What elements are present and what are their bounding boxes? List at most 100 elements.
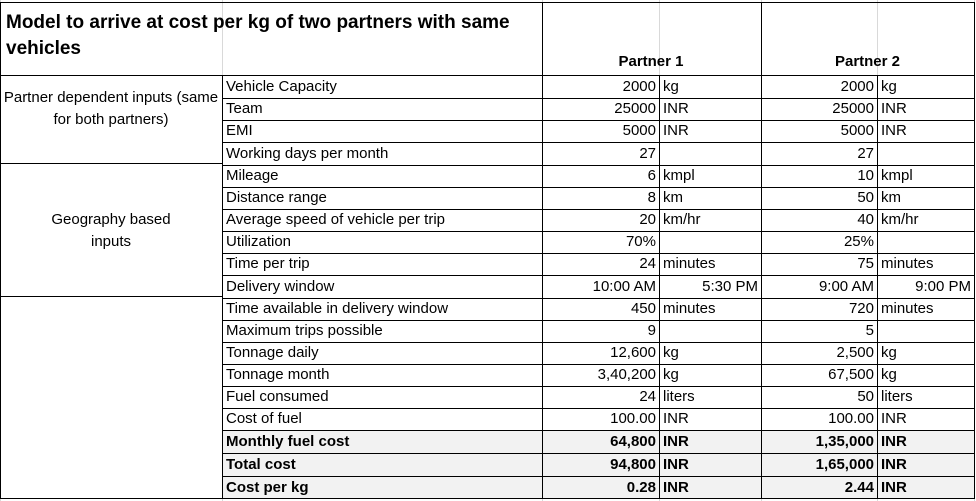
partner-2-value[interactable]: 25000 (832, 100, 874, 117)
partner-1-value[interactable]: 450 (630, 300, 656, 317)
partner-2-unit[interactable]: minutes (881, 255, 934, 272)
partner-2-value[interactable]: 100.00 (828, 410, 874, 427)
row-label[interactable]: Mileage (226, 167, 279, 184)
partner-1-value[interactable]: 12,600 (610, 344, 656, 361)
partner-2-header[interactable]: Partner 2 (834, 53, 901, 70)
partner-2-unit[interactable] (878, 231, 974, 253)
partner-2-unit[interactable] (878, 320, 974, 342)
partner-2-value[interactable]: 5 (865, 322, 874, 339)
row-label[interactable]: Delivery window (226, 278, 335, 295)
partner-1-value[interactable]: 5000 (622, 122, 656, 139)
partner-2-unit[interactable]: 9:00 PM (915, 278, 971, 295)
partner-1-value[interactable]: 10:00 AM (592, 278, 656, 295)
partner-1-unit[interactable] (660, 142, 761, 165)
partner-1-value[interactable]: 24 (639, 388, 656, 405)
partner-1-value[interactable]: 27 (639, 145, 656, 162)
partner-1-value[interactable]: 94,800 (610, 456, 656, 473)
partner-2-value[interactable]: 25% (843, 233, 874, 250)
partner-1-value[interactable]: 64,800 (610, 433, 656, 450)
partner-2-unit[interactable]: minutes (881, 300, 934, 317)
partner-2-unit[interactable]: INR (881, 122, 907, 139)
partner-2-value[interactable]: 1,65,000 (815, 456, 874, 473)
partner-1-unit[interactable]: INR (663, 479, 689, 496)
partner-2-unit[interactable]: kg (881, 366, 897, 383)
partner-1-value[interactable]: 0.28 (626, 479, 656, 496)
row-label[interactable]: Distance range (226, 189, 327, 206)
row-label[interactable]: Cost per kg (226, 479, 309, 496)
row-label[interactable]: Tonnage month (226, 366, 330, 383)
partner-1-value[interactable]: 100.00 (610, 410, 656, 427)
partner-2-unit[interactable]: INR (881, 479, 907, 496)
partner-2-unit[interactable]: kmpl (881, 167, 913, 184)
partner-1-unit[interactable]: INR (663, 410, 689, 427)
partner-2-value[interactable]: 50 (857, 388, 874, 405)
partner-1-unit[interactable]: INR (663, 456, 689, 473)
row-label[interactable]: Total cost (226, 456, 296, 473)
partner-1-unit[interactable]: km/hr (663, 211, 701, 228)
partner-2-unit[interactable] (878, 142, 974, 165)
partner-2-unit[interactable]: INR (881, 433, 907, 450)
partner-2-unit[interactable]: INR (881, 410, 907, 427)
partner-2-value[interactable]: 10 (857, 167, 874, 184)
partner-1-unit[interactable]: INR (663, 100, 689, 117)
row-label[interactable]: Team (226, 100, 263, 117)
partner-1-value[interactable]: 3,40,200 (597, 366, 656, 383)
row-label[interactable]: Time per trip (226, 255, 310, 272)
partner-1-value[interactable]: 70% (625, 233, 656, 250)
row-label[interactable]: Tonnage daily (226, 344, 319, 361)
row-label[interactable]: Time available in delivery window (226, 300, 449, 317)
group-geography[interactable]: Geography based inputs (51, 211, 171, 250)
partner-2-value[interactable]: 2,500 (836, 344, 874, 361)
partner-2-unit[interactable]: liters (881, 388, 913, 405)
partner-1-unit[interactable]: kg (663, 366, 679, 383)
partner-1-unit[interactable]: liters (663, 388, 695, 405)
partner-2-unit[interactable]: km (881, 189, 901, 206)
partner-1-unit[interactable]: kmpl (663, 167, 695, 184)
row-label[interactable]: Utilization (226, 233, 292, 250)
partner-1-unit[interactable]: INR (663, 433, 689, 450)
partner-2-value[interactable]: 9:00 AM (818, 278, 874, 295)
partner-1-header[interactable]: Partner 1 (618, 53, 684, 70)
partner-1-value[interactable]: 24 (639, 255, 656, 272)
partner-1-unit[interactable]: minutes (663, 300, 716, 317)
row-label[interactable]: Fuel consumed (226, 388, 329, 405)
partner-2-value[interactable]: 720 (848, 300, 874, 317)
partner-2-value[interactable]: 5000 (840, 122, 874, 139)
partner-2-value[interactable]: 75 (857, 255, 874, 272)
partner-2-value[interactable]: 40 (857, 211, 874, 228)
partner-2-unit[interactable]: kg (881, 78, 897, 95)
row-label[interactable]: Vehicle Capacity (226, 78, 337, 95)
partner-2-unit[interactable]: km/hr (881, 211, 919, 228)
row-label[interactable]: Average speed of vehicle per trip (226, 211, 446, 228)
partner-1-unit[interactable]: 5:30 PM (702, 278, 758, 295)
partner-1-unit[interactable] (660, 320, 761, 342)
partner-2-value[interactable]: 27 (857, 145, 874, 162)
partner-1-value[interactable]: 2000 (622, 78, 656, 95)
row-label[interactable]: EMI (226, 122, 253, 139)
partner-2-value[interactable]: 2000 (840, 78, 874, 95)
partner-1-unit[interactable]: km (663, 189, 683, 206)
partner-1-unit[interactable]: INR (663, 122, 689, 139)
row-label[interactable]: Maximum trips possible (226, 322, 383, 339)
partner-1-value[interactable]: 6 (647, 167, 656, 184)
group-partner-dependent[interactable]: Partner dependent inputs (same for both … (3, 89, 219, 128)
partner-1-value[interactable]: 20 (639, 211, 656, 228)
partner-2-unit[interactable]: INR (881, 100, 907, 117)
partner-2-value[interactable]: 67,500 (828, 366, 874, 383)
partner-1-value[interactable]: 8 (647, 189, 656, 206)
partner-2-unit[interactable]: INR (881, 456, 907, 473)
partner-2-value[interactable]: 2.44 (844, 479, 874, 496)
partner-2-value[interactable]: 1,35,000 (815, 433, 874, 450)
partner-2-value[interactable]: 50 (857, 189, 874, 206)
partner-1-unit[interactable]: minutes (663, 255, 716, 272)
partner-1-unit[interactable] (660, 231, 761, 253)
partner-1-value[interactable]: 9 (647, 322, 656, 339)
row-label[interactable]: Cost of fuel (226, 410, 302, 427)
row-label[interactable]: Working days per month (226, 145, 389, 162)
partner-1-unit[interactable]: kg (663, 344, 679, 361)
row-label[interactable]: Monthly fuel cost (226, 433, 350, 450)
sheet-title[interactable]: Model to arrive at cost per kg of two pa… (6, 12, 510, 59)
partner-2-unit[interactable]: kg (881, 344, 897, 361)
partner-1-unit[interactable]: kg (663, 78, 679, 95)
partner-1-value[interactable]: 25000 (614, 100, 656, 117)
